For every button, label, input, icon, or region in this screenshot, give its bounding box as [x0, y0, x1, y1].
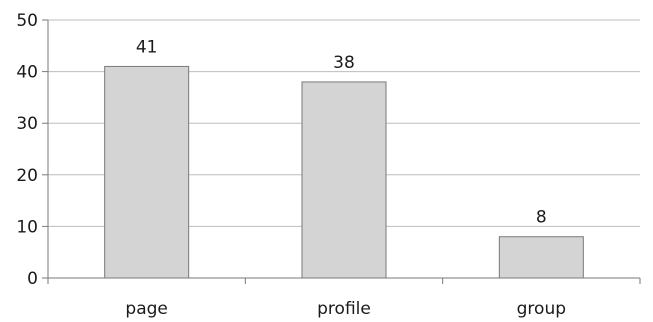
y-tick-label: 10	[16, 217, 38, 237]
y-tick-label: 40	[16, 63, 38, 83]
category-label-page: page	[125, 299, 167, 319]
category-label-profile: profile	[317, 299, 371, 319]
data-label-profile: 38	[333, 53, 355, 73]
y-tick-label: 30	[16, 114, 38, 134]
category-label-group: group	[517, 299, 566, 319]
bar-page	[104, 65, 190, 279]
y-tick-label: 20	[16, 166, 38, 186]
data-label-page: 41	[136, 37, 158, 57]
data-label-group: 8	[536, 208, 547, 228]
y-tick-label: 0	[27, 269, 38, 289]
y-tick-label: 50	[16, 11, 38, 31]
bar-group	[498, 236, 584, 279]
bar-profile	[301, 81, 387, 279]
